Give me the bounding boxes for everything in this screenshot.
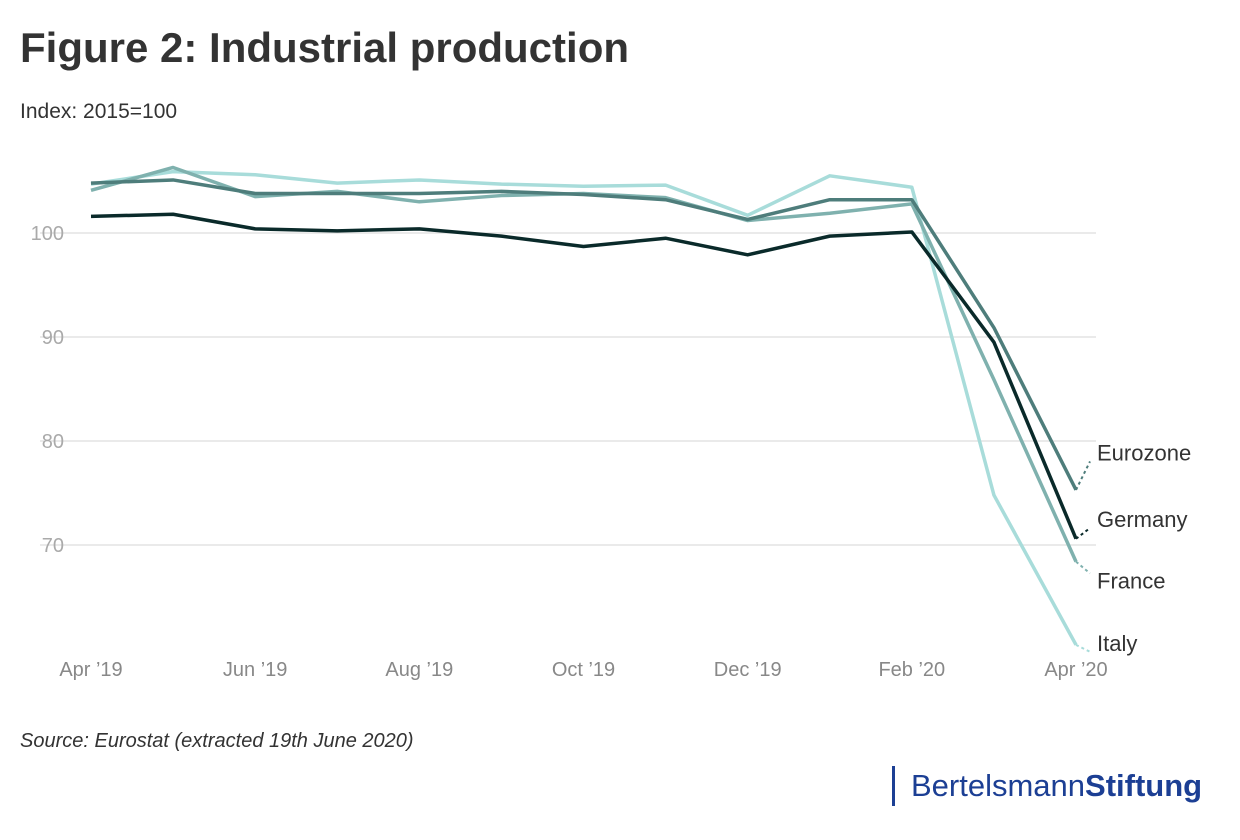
series-line-italy [90,169,1078,646]
x-tick-label: Apr ’20 [1044,659,1107,681]
x-tick-label: Dec ’19 [714,659,782,681]
source-note: Source: Eurostat (extracted 19th June 20… [20,730,414,752]
bertelsmann-logo: BertelsmannStiftung [892,766,1202,806]
chart-subtitle: Index: 2015=100 [20,100,178,123]
x-tick-label: Feb ’20 [878,659,945,681]
label-connector [1075,560,1091,575]
series-label-france: France [1097,568,1165,593]
x-tick-label: Apr ’19 [59,659,122,681]
label-connector [1075,527,1091,540]
y-tick-label: 70 [42,535,64,557]
series-line-eurozone [90,178,1078,491]
x-tick-label: Oct ’19 [552,659,615,681]
y-tick-label: 80 [42,431,64,453]
line-chart: 70 80 90 100 Apr ’19 Jun ’19 Aug ’19 Oct ’19 Dec… [31,165,1191,681]
series-label-germany: Germany [1097,507,1187,532]
label-connector [1075,643,1091,653]
y-tick-label: 90 [42,327,64,349]
x-tick-label: Jun ’19 [223,659,288,681]
x-tick-label: Aug ’19 [385,659,453,681]
chart-title: Figure 2: Industrial production [20,24,629,71]
series-label-eurozone: Eurozone [1097,440,1191,465]
logo-text-1: Bertelsmann [911,768,1086,803]
series-line-germany [90,212,1078,540]
logo-text-2: Stiftung [1085,768,1203,803]
series-label-italy: Italy [1097,631,1137,656]
label-connector [1075,461,1091,491]
y-tick-label: 100 [31,223,64,245]
